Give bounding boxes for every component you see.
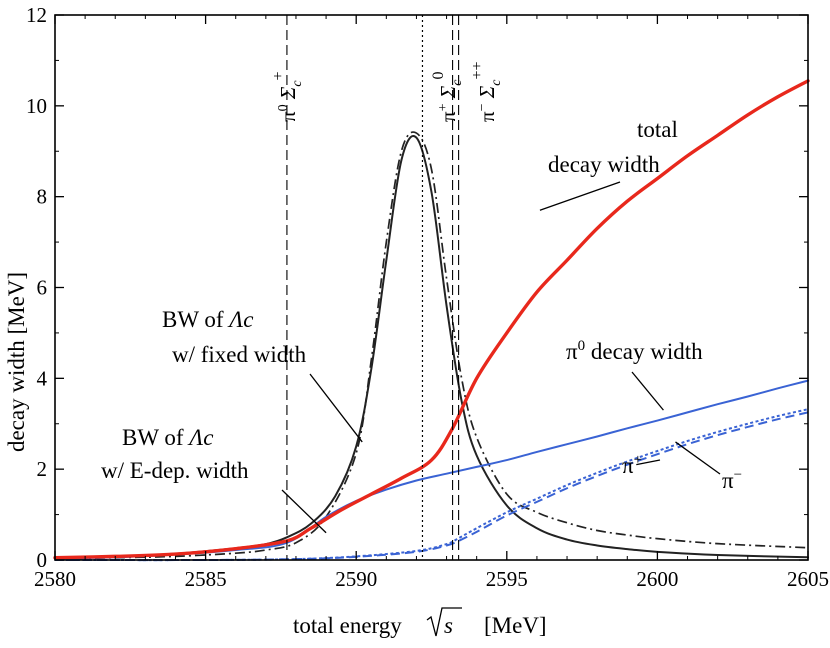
label-sigma-sub: c: [489, 79, 504, 86]
label-sigma-sup: 0: [430, 72, 447, 80]
connector-bw-fixed: [309, 373, 363, 443]
piplus-main: π: [622, 453, 634, 478]
label-sigma-sup: +: [270, 71, 287, 80]
pi0-sup: 0: [578, 338, 586, 354]
annotation-bw-edep-line1: BW of Λc: [122, 425, 213, 450]
label-pi-sup: −: [475, 103, 490, 111]
y-tick-label: 10: [26, 94, 47, 118]
svg-text:π0 Σc+: π0 Σc+: [270, 71, 305, 122]
x-tick-label: 2600: [636, 567, 678, 591]
connector-total: [539, 181, 621, 211]
svg-text:π− Σc++: π− Σc++: [469, 61, 504, 122]
annotation-bw-fixed-line2: w/ fixed width: [172, 342, 307, 367]
label-sigma: Σ: [475, 85, 499, 99]
annotation-total-line2: decay width: [548, 152, 660, 177]
piminus-main: π: [722, 468, 734, 493]
sqrt-symbol: [426, 607, 462, 637]
y-axis-title: decay width [MeV]: [4, 272, 29, 452]
label-sigma: Σ: [436, 85, 460, 99]
x-axis-title-sqrt-var: s: [444, 613, 453, 638]
axis-ticks: 2580 2585 2590 2595 2600 2605 0 2 4 6 8 10 12: [26, 3, 829, 591]
x-tick-label: 2605: [787, 567, 829, 591]
y-tick-label: 8: [37, 185, 48, 209]
y-tick-label: 0: [37, 548, 48, 572]
label-pi-sup: +: [436, 103, 451, 111]
label-pi: π: [436, 111, 460, 122]
threshold-label-piplus-sigmac-0: π+ Σc0: [430, 72, 465, 122]
annotation-total-line1: total: [637, 117, 678, 142]
x-tick-label: 2585: [185, 567, 227, 591]
x-tick-label: 2580: [34, 567, 76, 591]
connector-pi0: [631, 371, 664, 411]
annotation-bw-fixed-line1: BW of Λc: [162, 307, 253, 332]
label-sigma-sub: c: [290, 80, 305, 87]
x-tick-label: 2590: [335, 567, 377, 591]
piplus-sup: +: [634, 452, 642, 468]
x-axis-title-unit: [MeV]: [484, 613, 547, 638]
label-sigma-sub: c: [450, 79, 465, 86]
bw-edep-prefix: BW of: [122, 425, 189, 450]
annotation-pi0-decay-width: π0 decay width: [566, 338, 703, 364]
annotation-pi-minus: π−: [722, 467, 742, 493]
x-axis-title-text: total energy: [293, 613, 402, 638]
y-tick-label: 4: [37, 366, 48, 390]
piminus-sup: −: [734, 467, 742, 483]
threshold-label-pi0-sigmac-plus: π0 Σc+: [270, 71, 305, 122]
label-sigma: Σ: [276, 86, 300, 100]
annotation-pi-plus: π+: [622, 452, 642, 478]
series-bw-fixed-width: [54, 131, 809, 560]
y-tick-label: 2: [37, 457, 48, 481]
annotation-connectors: [281, 181, 721, 534]
annotation-bw-edep-line2: w/ E-dep. width: [101, 458, 249, 483]
svg-text:π+ Σc0: π+ Σc0: [430, 72, 465, 122]
label-pi: π: [276, 111, 300, 122]
series-total-decay-width: [53, 79, 810, 560]
pi0-main: π: [566, 339, 578, 364]
bw-fixed-lambda: Λc: [227, 307, 253, 332]
threshold-lines: [286, 15, 460, 560]
y-tick-label: 12: [26, 3, 47, 27]
label-pi: π: [475, 111, 499, 122]
connector-pi-plus: [636, 459, 661, 466]
label-sigma-sup: ++: [469, 61, 486, 79]
threshold-label-piminus-sigmac-plusplus: π− Σc++: [469, 61, 504, 122]
x-axis-title: total energy s [MeV]: [293, 607, 547, 638]
connector-bw-edep: [281, 489, 327, 534]
bw-fixed-prefix: BW of: [162, 307, 229, 332]
label-pi-sup: 0: [276, 104, 291, 111]
series-pi-minus: [54, 411, 809, 562]
series-pi0-decay-width: [54, 379, 809, 560]
y-tick-label: 6: [37, 276, 48, 300]
x-tick-label: 2595: [486, 567, 528, 591]
series-layer: [53, 79, 810, 562]
connector-pi-minus: [675, 441, 721, 475]
pi0-rest: decay width: [585, 339, 703, 364]
bw-edep-lambda: Λc: [187, 425, 213, 450]
